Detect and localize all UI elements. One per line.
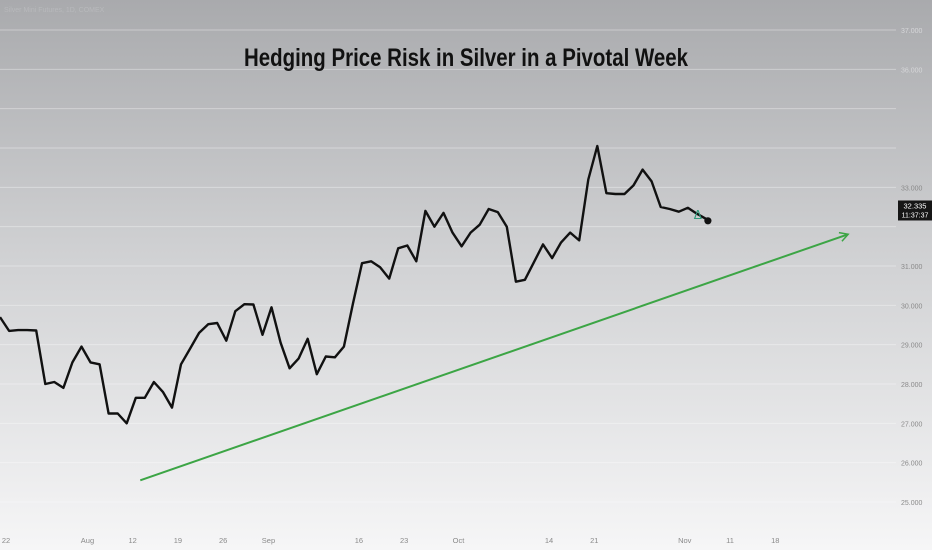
y-tick-label: 25.000	[901, 500, 923, 507]
x-axis-labels: 22 Aug 12 19 26 Sep 16 23 Oct 14 21 Nov 11 18	[2, 536, 780, 545]
x-tick-label: 11	[726, 536, 734, 545]
x-tick-label: Nov	[678, 536, 692, 545]
x-tick-label: 23	[400, 536, 408, 545]
y-tick-label: 31.000	[901, 264, 923, 271]
last-price-badge-bg	[898, 200, 932, 221]
grid-lines	[0, 29, 896, 503]
x-tick-label: 14	[545, 536, 553, 545]
last-price-label: 32.335	[904, 201, 927, 210]
last-price-badge: 32.335 11:37:37	[898, 200, 932, 221]
price-series-line[interactable]	[0, 144, 707, 425]
bar-countdown-label: 11:37:37	[902, 212, 929, 219]
y-tick-label: 33.000	[901, 185, 923, 192]
x-tick-label: Oct	[453, 536, 466, 545]
trend-line[interactable]	[139, 231, 850, 482]
x-tick-label: 18	[771, 536, 779, 545]
x-tick-label: 12	[129, 536, 137, 545]
y-axis-labels: 25.000 26.000 27.000 28.000 29.000 30.000 31.0…	[901, 28, 923, 507]
y-tick-label: 26.000	[901, 461, 923, 468]
x-tick-label: Aug	[81, 536, 94, 545]
x-tick-label: Sep	[262, 536, 275, 545]
chart-title: Hedging Price Risk in Silver in a Pivota…	[244, 44, 688, 72]
y-tick-label: 37.000	[901, 28, 923, 35]
delta-marker-icon[interactable]: Δ	[694, 208, 703, 222]
y-tick-label: 27.000	[901, 421, 923, 428]
symbol-info: Silver Mini Futures, 1D, COMEX	[4, 7, 105, 14]
y-tick-label: 36.000	[901, 67, 923, 74]
y-tick-label: 28.000	[901, 382, 923, 389]
x-tick-label: 19	[174, 536, 182, 545]
x-tick-label: 21	[590, 536, 598, 545]
x-tick-label: 26	[219, 536, 227, 545]
last-price-point	[704, 217, 712, 225]
y-tick-label: 30.000	[901, 303, 923, 310]
y-tick-label: 29.000	[901, 343, 923, 350]
x-tick-label: 22	[2, 536, 10, 545]
x-tick-label: 16	[355, 536, 363, 545]
